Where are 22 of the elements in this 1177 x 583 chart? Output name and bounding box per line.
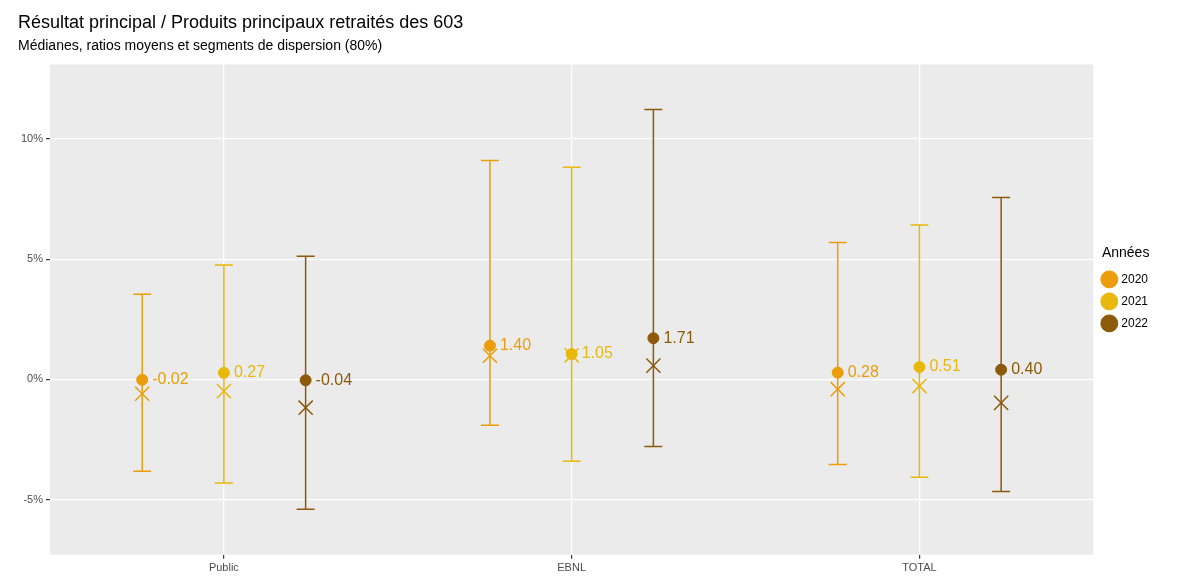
data-label: 0.28 xyxy=(847,362,879,380)
x-tick-label: TOTAL xyxy=(902,561,937,574)
chart-title: Résultat principal / Produits principaux retraités des 603 xyxy=(18,11,464,32)
data-label: -0.04 xyxy=(315,370,353,388)
x-tick-label: EBNL xyxy=(557,561,587,574)
data-label: 0.51 xyxy=(929,357,961,375)
data-label: 0.27 xyxy=(233,363,266,381)
data-label: 1.05 xyxy=(581,344,613,362)
data-label: 1.40 xyxy=(499,336,532,354)
x-tick-label: Public xyxy=(208,561,240,574)
legend-label: 2021 xyxy=(1121,293,1149,308)
data-label: -0.02 xyxy=(152,370,189,388)
data-label: 0.40 xyxy=(1011,360,1043,378)
y-tick-label: -5% xyxy=(23,492,44,505)
chart-subtitle: Médianes, ratios moyens et segments de dispersion (80%) xyxy=(18,36,383,53)
data-label: 1.71 xyxy=(663,328,695,346)
y-tick-label: 10% xyxy=(20,131,44,144)
y-tick-label: 0% xyxy=(27,372,44,385)
y-tick-label: 5% xyxy=(27,252,44,265)
legend-label: 2020 xyxy=(1121,271,1149,286)
legend-title: Années xyxy=(1101,244,1150,261)
legend-label: 2022 xyxy=(1121,315,1149,330)
